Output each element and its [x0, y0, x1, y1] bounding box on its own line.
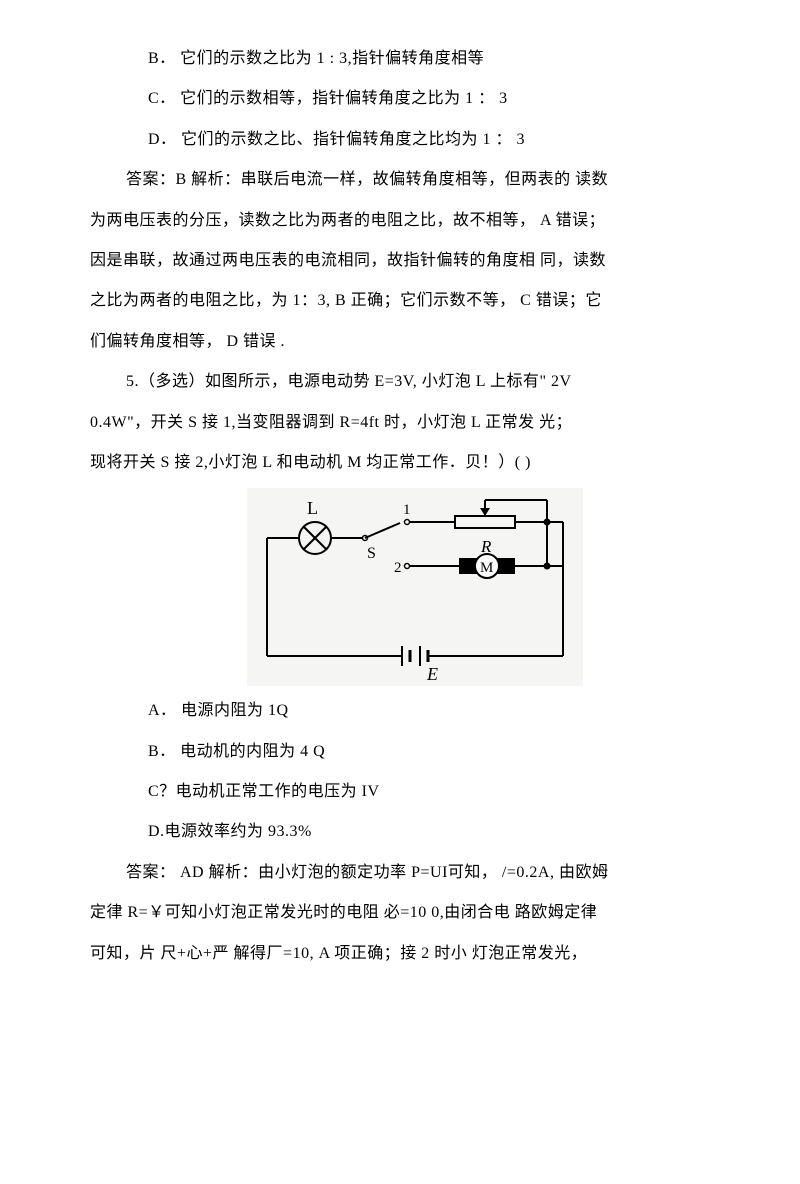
option-c: C． 它们的示数相等，指针偏转角度之比为 1 ： 3 — [90, 80, 740, 118]
label-R: R — [480, 537, 492, 556]
q5-line2: 0.4W"，开关 S 接 1,当变阻器调到 R=4ft 时，小灯泡 L 正常发 … — [90, 404, 740, 442]
answer1-line1: 答案：B 解析：串联后电流一样，故偏转角度相等，但两表的 读数 — [90, 161, 740, 199]
answer1-line3: 因是串联，故通过两电压表的电流相同，故指针偏转的角度相 同，读数 — [90, 242, 740, 280]
answer1-line2: 为两电压表的分压，读数之比为两者的电阻之比，故不相等， A 错误； — [90, 202, 740, 240]
label-M: M — [480, 560, 493, 576]
circuit-diagram: E L S 1 2 — [247, 488, 583, 686]
q5-line1: 5.（多选）如图所示，电源电动势 E=3V, 小灯泡 L 上标有" 2V — [90, 363, 740, 401]
answer1-line4: 之比为两者的电阻之比，为 1：3, B 正确；它们示数不等， C 错误；它 — [90, 282, 740, 320]
circuit-diagram-container: E L S 1 2 — [90, 488, 740, 686]
option5-b: B． 电动机的内阻为 4 Q — [90, 733, 740, 771]
label-L: L — [307, 498, 318, 518]
label-2: 2 — [394, 560, 402, 576]
label-1: 1 — [403, 502, 411, 518]
option-d: D． 它们的示数之比、指针偏转角度之比均为 1 ： 3 — [90, 121, 740, 159]
answer1-line5: 们偏转角度相等， D 错误 . — [90, 323, 740, 361]
answer5-line1: 答案： AD 解析：由小灯泡的额定功率 P=UI可知， /=0.2A, 由欧姆 — [90, 854, 740, 892]
option5-c: C？电动机正常工作的电压为 IV — [90, 773, 740, 811]
answer5-line2: 定律 R=￥可知小灯泡正常发光时的电阻 必=10 0,由闭合电 路欧姆定律 — [90, 894, 740, 932]
answer5-line3: 可知，片 尺+心+严 解得厂=10, A 项正确；接 2 时小 灯泡正常发光， — [90, 935, 740, 973]
label-E: E — [426, 664, 438, 684]
option5-d: D.电源效率约为 93.3% — [90, 813, 740, 851]
option5-a: A． 电源内阻为 1Q — [90, 692, 740, 730]
q5-line3: 现将开关 S 接 2,小灯泡 L 和电动机 M 均正常工作．贝！）( ) — [90, 444, 740, 482]
option-b: B． 它们的示数之比为 1 : 3,指针偏转角度相等 — [90, 40, 740, 78]
label-S: S — [367, 545, 376, 562]
